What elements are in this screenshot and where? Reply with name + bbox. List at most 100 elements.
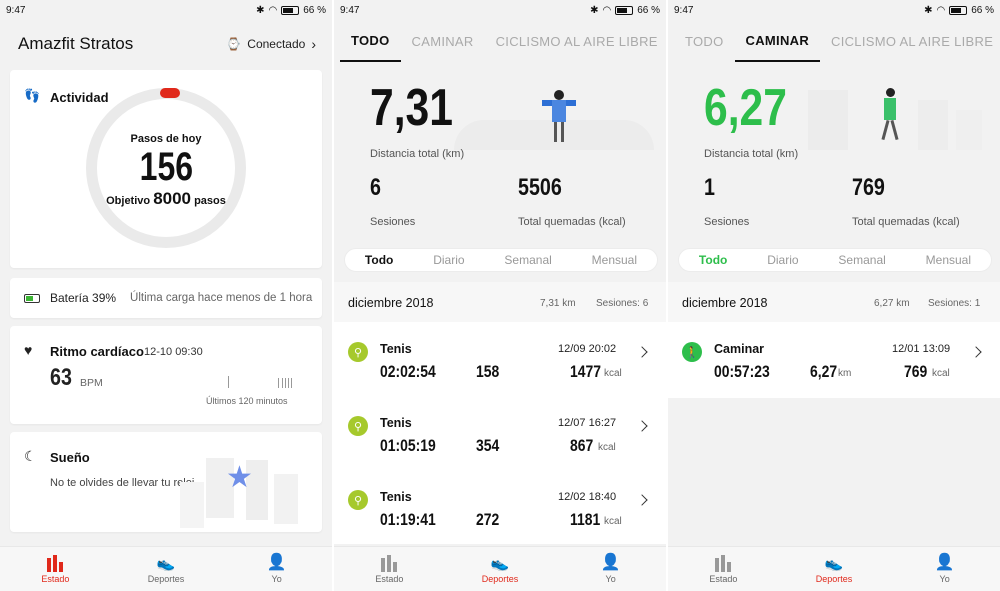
tennis-icon: ⚲ [348,342,368,362]
nav-yo-label: Yo [271,574,282,584]
person-icon: 👤 [934,554,955,571]
activity-name: Tenis [380,490,412,504]
activity-date: 12/09 20:02 [558,343,617,355]
sport-tabs: TODO CAMINAR CICLISMO AL AIRE LIBRE [668,20,1000,62]
period-mensual[interactable]: Mensual [591,253,638,267]
status-time: 9:47 [674,4,694,16]
nav-estado[interactable]: Estado [15,554,95,584]
activity-list: ⚲ Tenis 12/09 20:02 02:02:54 158 1477 kc… [334,322,666,544]
nav-yo-label: Yo [939,574,950,584]
activity-value: 354 [476,436,500,455]
sport-tabs: TODO CAMINAR CICLISMO AL AIRE LIBRE [334,20,666,62]
heart-rate-value: 63 [50,364,72,391]
bluetooth-icon: ✱ [256,4,265,16]
battery-card[interactable]: Batería 39% Última carga hace menos de 1… [10,278,322,318]
battery-icon [949,5,968,15]
total-distance: 6,27 [704,79,787,137]
heart-rate-sparkline [228,374,298,390]
summary-hero: 7,31 Distancia total (km) 6 Sesiones 550… [334,62,666,252]
sessions-label: Sesiones [704,216,750,228]
person-icon: 👤 [600,554,621,571]
period-mensual[interactable]: Mensual [925,253,972,267]
tab-ciclismo[interactable]: CICLISMO AL AIRE LIBRE [831,33,994,49]
sleep-message: No te olvides de llevar tu reloj [50,477,195,489]
tennis-icon: ⚲ [348,490,368,510]
shoe-icon: 👟 [490,555,510,572]
heart-rate-time: 12-10 09:30 [144,346,203,358]
walker-illustration [808,80,988,160]
period-todo[interactable]: Todo [698,253,728,267]
activity-calories: 867 [570,436,594,455]
sleep-card[interactable]: ☾ Sueño No te olvides de llevar tu reloj… [10,432,322,532]
goal-value: 8000 [153,189,192,208]
activity-distance: 6,27 [810,362,838,381]
activity-value: 158 [476,362,500,381]
nav-estado-label: Estado [41,574,70,584]
month-label: diciembre 2018 [682,296,768,310]
sleep-illustration: ★ [170,458,320,528]
period-semanal[interactable]: Semanal [838,253,886,267]
period-todo[interactable]: Todo [364,253,394,267]
tab-todo[interactable]: TODO [340,20,401,62]
list-item[interactable]: ⚲ Tenis 12/07 16:27 01:05:19 354 867 kca… [334,396,666,470]
connection-status[interactable]: ⌚ Conectado › [226,36,316,52]
activity-card[interactable]: 👣 Actividad Pasos de hoy 156 Objetivo 80… [10,70,322,268]
nav-deportes[interactable]: 👟 Deportes [460,554,540,584]
sessions-label: Sesiones [370,216,416,228]
month-sessions: Sesiones: 1 [928,298,981,309]
activity-value: 272 [476,510,500,529]
activity-name: Caminar [714,342,765,356]
nav-deportes[interactable]: 👟 Deportes [126,554,206,584]
nav-yo[interactable]: 👤 Yo [905,554,985,584]
walking-icon: 🚶 [682,342,702,362]
nav-yo[interactable]: 👤 Yo [571,554,651,584]
screen-deportes-todo: 9:47 ✱ ◠ 66 % TODO CAMINAR CICLISMO AL A… [334,0,666,591]
calories-unit: kcal [604,516,622,527]
total-distance: 7,31 [370,79,453,137]
screen-deportes-caminar: 9:47 ✱ ◠ 66 % TODO CAMINAR CICLISMO AL A… [668,0,1000,591]
status-bar: 9:47 ✱ ◠ 66 % [668,0,1000,20]
tab-todo[interactable]: TODO [685,33,724,49]
tennis-icon: ⚲ [348,416,368,436]
month-sessions: Sesiones: 6 [596,298,649,309]
nav-deportes[interactable]: 👟 Deportes [794,554,874,584]
nav-estado[interactable]: Estado [683,554,763,584]
steps-today-label: Pasos de hoy [130,133,202,145]
period-semanal[interactable]: Semanal [504,253,552,267]
app-title: Amazfit Stratos [18,34,134,53]
activity-calories: 1181 [570,510,601,529]
heart-rate-card[interactable]: ♥ Ritmo cardíaco 12-10 09:30 63 BPM Últi… [10,326,322,424]
period-diario[interactable]: Diario [767,253,799,267]
battery-icon [281,5,300,15]
sessions-count: 6 [370,174,381,201]
bar-chart-icon [47,554,64,572]
bottom-navigation: Estado 👟 Deportes 👤 Yo [668,546,1000,591]
chevron-right-icon [636,494,648,506]
total-distance-label: Distancia total (km) [370,148,465,160]
list-item[interactable]: ⚲ Tenis 12/02 18:40 01:19:41 272 1181 kc… [334,470,666,544]
list-item[interactable]: ⚲ Tenis 12/09 20:02 02:02:54 158 1477 kc… [334,322,666,396]
nav-estado[interactable]: Estado [349,554,429,584]
steps-progress-indicator [160,88,180,98]
heart-rate-title: Ritmo cardíaco [50,344,144,359]
nav-deportes-label: Deportes [815,574,853,584]
battery-level: Batería 39% [50,291,117,305]
status-battery: 66 % [303,4,326,16]
nav-yo[interactable]: 👤 Yo [237,554,317,584]
bar-chart-icon [381,554,398,572]
period-diario[interactable]: Diario [433,253,465,267]
activity-calories: 1477 [570,362,602,381]
wifi-icon: ◠ [936,4,946,16]
tab-caminar[interactable]: CAMINAR [734,20,821,62]
period-selector: Todo Diario Semanal Mensual [678,248,992,272]
total-distance-label: Distancia total (km) [704,148,799,160]
tab-ciclismo[interactable]: CICLISMO AL AIRE LIBRE [495,33,658,49]
heart-rate-unit: BPM [80,377,103,389]
bar-chart-icon [715,554,732,572]
nav-estado-label: Estado [709,574,738,584]
status-time: 9:47 [340,4,360,16]
list-item[interactable]: 🚶 Caminar 12/01 13:09 00:57:23 6,27 km 7… [668,322,1000,396]
chevron-right-icon [970,346,982,358]
activity-date: 12/01 13:09 [892,343,951,355]
tab-caminar[interactable]: CAMINAR [411,33,474,49]
